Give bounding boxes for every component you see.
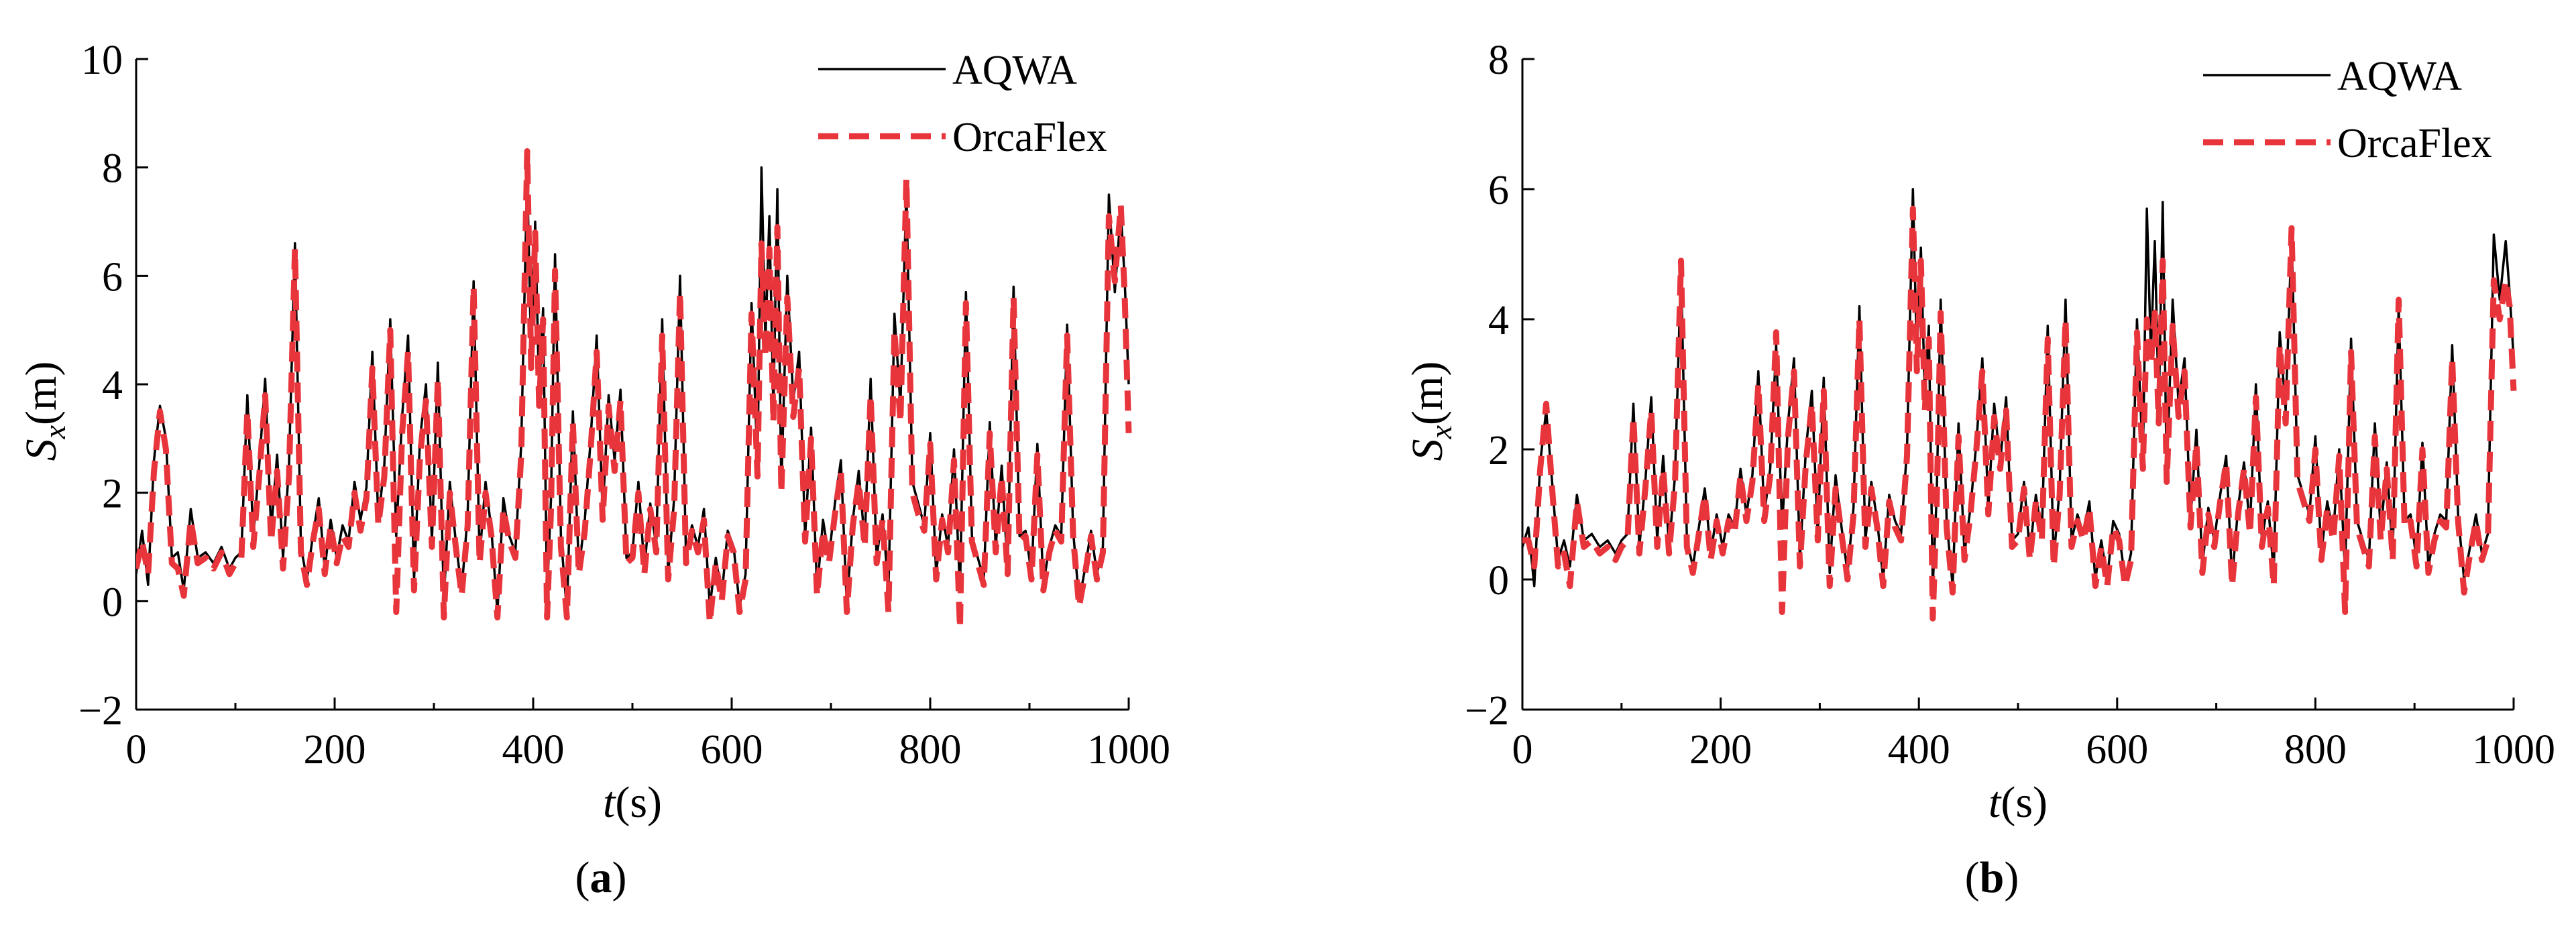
y-axis-label-unit: (m)	[1403, 362, 1452, 425]
y-tick-label: −2	[78, 688, 123, 734]
y-tick-label: 4	[102, 363, 123, 408]
y-axis-label-sub: x	[1424, 425, 1458, 439]
x-tick-label: 1000	[2472, 727, 2555, 773]
legend: AQWA OrcaFlex	[818, 48, 1107, 160]
x-tick-label: 800	[2284, 727, 2347, 773]
y-tick-label: 8	[102, 146, 123, 192]
x-tick-label: 1000	[1087, 727, 1170, 773]
x-axis-label-var: t	[1989, 778, 2002, 827]
y-tick-label: 4	[1488, 298, 1509, 343]
y-tick-label: −2	[1465, 688, 1509, 734]
y-tick-label: 8	[1488, 38, 1509, 83]
caption-letter: a	[590, 853, 612, 902]
caption-close-paren: )	[612, 853, 627, 902]
y-tick-label: 2	[102, 472, 123, 517]
y-tick-label: 0	[1488, 558, 1509, 604]
legend-label-orcaflex: OrcaFlex	[2337, 121, 2492, 166]
y-axis-label-var: S	[17, 439, 66, 461]
x-tick-label: 200	[304, 727, 366, 773]
x-axis-label-unit: (s)	[2001, 778, 2048, 827]
x-axis-label-unit: (s)	[615, 778, 662, 827]
x-tick-label: 0	[126, 727, 147, 773]
y-tick-label: 6	[102, 254, 123, 300]
y-tick-label: 2	[1488, 428, 1509, 474]
panel-caption: (a)	[575, 853, 627, 902]
caption-close-paren: )	[2004, 853, 2019, 902]
y-tick-label: 10	[81, 38, 123, 83]
y-axis-label-sub: x	[38, 425, 72, 439]
orcaflex-series-line	[136, 148, 1132, 632]
x-axis-label: t(s)	[1989, 778, 2048, 827]
orcaflex-series-line	[1522, 205, 2517, 622]
caption-open-paren: (	[1965, 853, 1980, 902]
caption-open-paren: (	[575, 853, 590, 902]
x-tick-label: 200	[1689, 727, 1752, 773]
caption-letter: b	[1980, 853, 2005, 902]
legend-label-orcaflex: OrcaFlex	[952, 115, 1107, 160]
x-tick-label: 400	[502, 727, 565, 773]
y-tick-label: 0	[102, 579, 123, 625]
legend: AQWA OrcaFlex	[2203, 54, 2492, 166]
x-tick-label: 0	[1512, 727, 1533, 773]
x-tick-label: 600	[701, 727, 763, 773]
x-axis-label-var: t	[603, 778, 616, 827]
y-axis-label: Sx(m)	[17, 362, 72, 461]
x-tick-label: 800	[899, 727, 962, 773]
y-axis-label-var: S	[1403, 439, 1452, 461]
y-tick-label: 6	[1488, 168, 1509, 213]
panel-caption: (b)	[1965, 853, 2019, 902]
x-tick-label: 600	[2086, 727, 2148, 773]
x-axis-label: t(s)	[603, 778, 662, 827]
x-tick-label: 400	[1888, 727, 1950, 773]
y-axis-label: Sx(m)	[1403, 362, 1458, 461]
legend-label-aqwa: AQWA	[2337, 54, 2462, 99]
y-axis-label-unit: (m)	[17, 362, 66, 425]
legend-label-aqwa: AQWA	[952, 48, 1077, 93]
